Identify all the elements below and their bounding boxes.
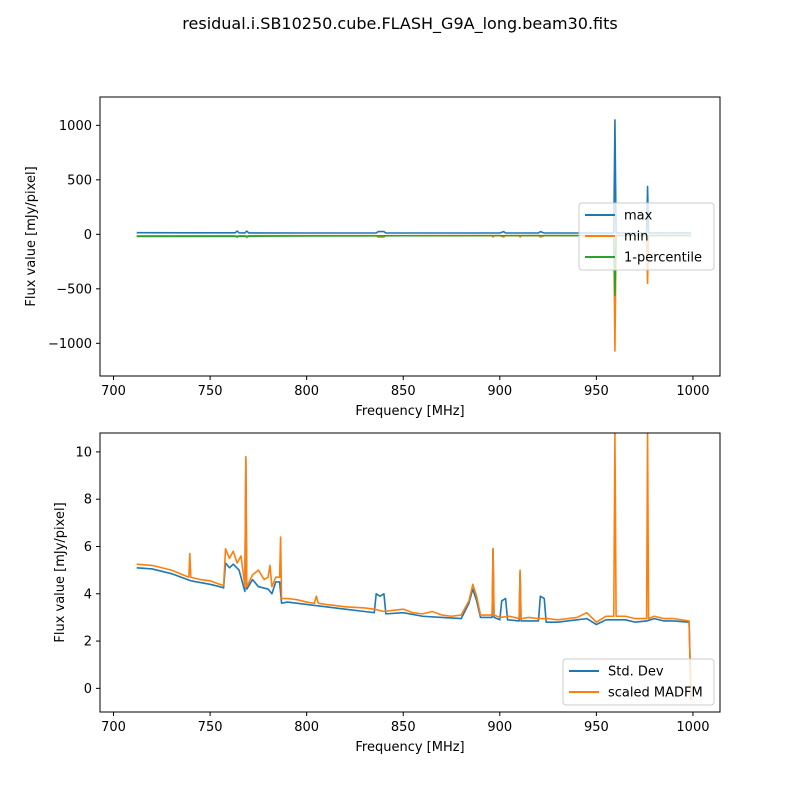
axes-frame: [99, 432, 721, 713]
legend-label: max: [624, 209, 653, 224]
y-tick-label: 0: [84, 682, 92, 697]
x-tick-label: 1000: [676, 720, 709, 735]
legend-label: Std. Dev: [608, 665, 664, 680]
x-tick-label: 750: [198, 384, 223, 399]
legend-label: 1-percentile: [624, 251, 702, 266]
legend-box: [578, 202, 715, 271]
series-line-scaled-madfm: [136, 433, 692, 701]
x-tick-label: 1000: [676, 384, 709, 399]
plot-area-1: [136, 433, 692, 701]
y-tick-label: 500: [67, 173, 92, 188]
x-tick-label: 950: [584, 720, 609, 735]
x-axis-label: Frequency [MHz]: [355, 740, 464, 755]
y-tick-label: 10: [75, 445, 92, 460]
y-tick-label: 4: [84, 587, 92, 602]
top-panel: 700 750 800 850 900 950 1000 −1000 −500 0 500 1000 F…: [24, 96, 721, 419]
legend-label: scaled MADFM: [608, 686, 703, 701]
y-axis-label: Flux value [mJy/pixel]: [24, 166, 39, 306]
x-tick-label: 850: [391, 720, 416, 735]
figure-title: residual.i.SB10250.cube.FLASH_G9A_long.b…: [182, 14, 617, 34]
series-line-max: [136, 119, 692, 234]
y-tick-label: −500: [56, 282, 92, 297]
x-tick-label: 700: [101, 720, 126, 735]
legend: Std. Dev scaled MADFM: [562, 658, 715, 706]
y-tick-label: −1000: [48, 337, 92, 352]
x-tick-label: 900: [487, 384, 512, 399]
y-tick-label: 2: [84, 635, 92, 650]
legend-box: [562, 658, 715, 706]
x-tick-label: 750: [198, 720, 223, 735]
x-axis-label: Frequency [MHz]: [355, 404, 464, 419]
x-tick-label: 950: [584, 384, 609, 399]
x-tick-label: 800: [294, 720, 319, 735]
x-tick-label: 800: [294, 384, 319, 399]
axes-frame: [99, 96, 721, 377]
y-tick-label: 1000: [59, 119, 92, 134]
y-tick-label: 8: [84, 493, 92, 508]
x-tick-label: 700: [101, 384, 126, 399]
y-tick-label: 6: [84, 540, 92, 555]
y-axis-label: Flux value [mJy/pixel]: [53, 502, 68, 642]
x-tick-label: 850: [391, 384, 416, 399]
bottom-panel: 700 750 800 850 900 950 1000 0 2 4 6 8 10 Frequency […: [53, 432, 721, 755]
legend: max min 1-percentile: [578, 202, 715, 271]
x-tick-label: 900: [487, 720, 512, 735]
y-tick-label: 0: [84, 228, 92, 243]
legend-label: min: [624, 230, 649, 245]
